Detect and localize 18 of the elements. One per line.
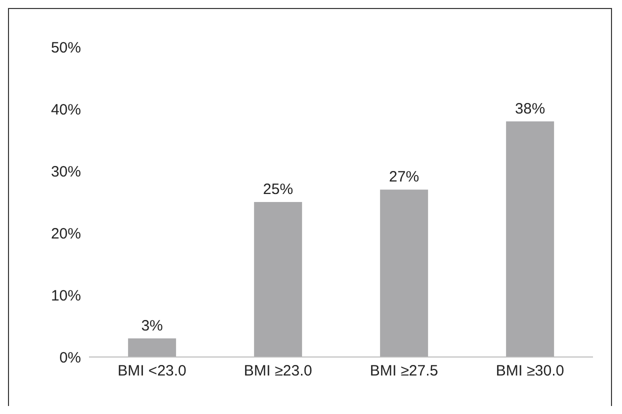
y-tick-label: 20% [50,225,81,242]
data-label: 3% [141,317,163,334]
x-tick-label: BMI ≥27.5 [370,362,438,380]
bar [254,202,302,357]
bar [380,190,428,357]
y-tick-label: 50% [50,39,81,56]
bar [128,338,176,357]
y-tick-label: 10% [50,287,81,304]
y-tick-label: 40% [50,101,81,118]
data-label: 25% [263,181,294,198]
bar [506,121,554,357]
x-tick-label: BMI ≥30.0 [496,362,564,380]
x-tick-label: BMI ≥23.0 [244,362,312,380]
y-tick-label: 30% [50,163,81,180]
data-label: 27% [389,168,420,186]
y-tick-label: 0% [59,349,81,366]
data-label: 38% [515,100,546,118]
x-tick-label: BMI <23.0 [118,362,186,380]
